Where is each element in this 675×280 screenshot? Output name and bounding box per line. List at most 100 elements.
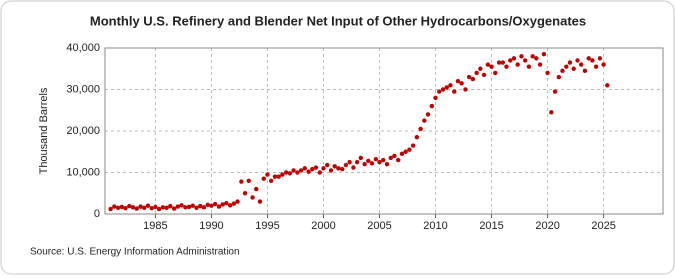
point bbox=[306, 169, 311, 174]
point bbox=[485, 62, 491, 67]
point bbox=[272, 174, 278, 179]
point bbox=[168, 203, 173, 209]
x-tick-label: 1990 bbox=[199, 220, 223, 232]
x-tick-label: 2020 bbox=[535, 220, 559, 232]
point bbox=[448, 83, 453, 88]
point bbox=[336, 166, 341, 171]
point bbox=[399, 151, 405, 157]
point bbox=[138, 204, 143, 209]
point bbox=[500, 60, 505, 65]
point bbox=[351, 165, 356, 170]
y-tick-label: 30,000 bbox=[66, 83, 100, 95]
point bbox=[149, 205, 154, 211]
point bbox=[250, 195, 255, 200]
point bbox=[388, 155, 393, 161]
point bbox=[459, 81, 464, 86]
point bbox=[123, 205, 128, 211]
point bbox=[324, 162, 330, 168]
point bbox=[164, 205, 169, 210]
point bbox=[537, 62, 543, 67]
point bbox=[567, 60, 573, 65]
point bbox=[369, 161, 375, 166]
point bbox=[298, 168, 304, 173]
point bbox=[593, 64, 599, 69]
point bbox=[470, 76, 476, 82]
point bbox=[433, 95, 438, 101]
point bbox=[302, 166, 307, 171]
point bbox=[231, 201, 237, 206]
point bbox=[145, 203, 151, 208]
chart-title: Monthly U.S. Refinery and Blender Net In… bbox=[90, 13, 586, 28]
point bbox=[171, 206, 177, 211]
x-tick-label: 2010 bbox=[423, 220, 447, 232]
point bbox=[481, 72, 487, 78]
point bbox=[522, 58, 528, 63]
point bbox=[410, 143, 416, 148]
point bbox=[556, 74, 561, 80]
point bbox=[605, 83, 610, 88]
y-tick-label: 20,000 bbox=[66, 125, 100, 137]
point bbox=[455, 79, 461, 84]
point bbox=[493, 70, 498, 76]
point bbox=[504, 64, 509, 69]
point bbox=[354, 159, 360, 165]
point bbox=[160, 205, 166, 210]
point bbox=[287, 171, 293, 176]
point bbox=[242, 191, 248, 196]
point bbox=[261, 176, 266, 181]
point bbox=[466, 74, 472, 80]
point bbox=[175, 204, 181, 209]
point bbox=[403, 149, 408, 154]
point bbox=[343, 162, 349, 168]
y-tick-label: 40,000 bbox=[66, 42, 100, 54]
y-tick-label: 0 bbox=[94, 208, 100, 220]
point bbox=[373, 157, 379, 162]
point bbox=[246, 178, 251, 183]
point bbox=[496, 60, 502, 65]
x-tick-label: 2005 bbox=[367, 220, 391, 232]
point bbox=[227, 203, 233, 208]
point bbox=[347, 159, 352, 165]
point bbox=[508, 58, 513, 63]
point bbox=[366, 158, 371, 164]
point bbox=[313, 165, 319, 170]
plot-area bbox=[104, 47, 664, 215]
point bbox=[601, 62, 606, 67]
point bbox=[582, 68, 588, 74]
point bbox=[108, 206, 113, 212]
point bbox=[257, 199, 263, 204]
source: Source: U.S. Energy Information Administ… bbox=[30, 247, 240, 258]
point bbox=[198, 203, 203, 209]
point bbox=[340, 166, 345, 172]
point bbox=[268, 178, 274, 183]
point bbox=[392, 153, 397, 159]
point bbox=[142, 205, 147, 210]
point bbox=[112, 204, 117, 209]
x-tick-label: 2000 bbox=[311, 220, 335, 232]
point bbox=[220, 202, 225, 207]
point bbox=[205, 202, 210, 208]
point bbox=[201, 205, 207, 210]
point bbox=[381, 157, 386, 163]
point bbox=[418, 126, 423, 132]
point bbox=[452, 89, 457, 94]
point bbox=[280, 172, 285, 177]
point bbox=[265, 172, 270, 177]
point bbox=[384, 162, 390, 167]
point bbox=[511, 56, 517, 61]
point bbox=[153, 204, 158, 210]
x-tick-label: 2015 bbox=[479, 220, 503, 232]
point bbox=[130, 205, 136, 210]
point bbox=[317, 170, 322, 175]
y-tick-label: 10,000 bbox=[66, 166, 100, 178]
point bbox=[552, 89, 558, 94]
point bbox=[396, 157, 401, 163]
x-tick-label: 1995 bbox=[255, 220, 279, 232]
point bbox=[127, 203, 132, 209]
point bbox=[534, 56, 539, 61]
point bbox=[190, 203, 195, 208]
point bbox=[597, 56, 603, 61]
